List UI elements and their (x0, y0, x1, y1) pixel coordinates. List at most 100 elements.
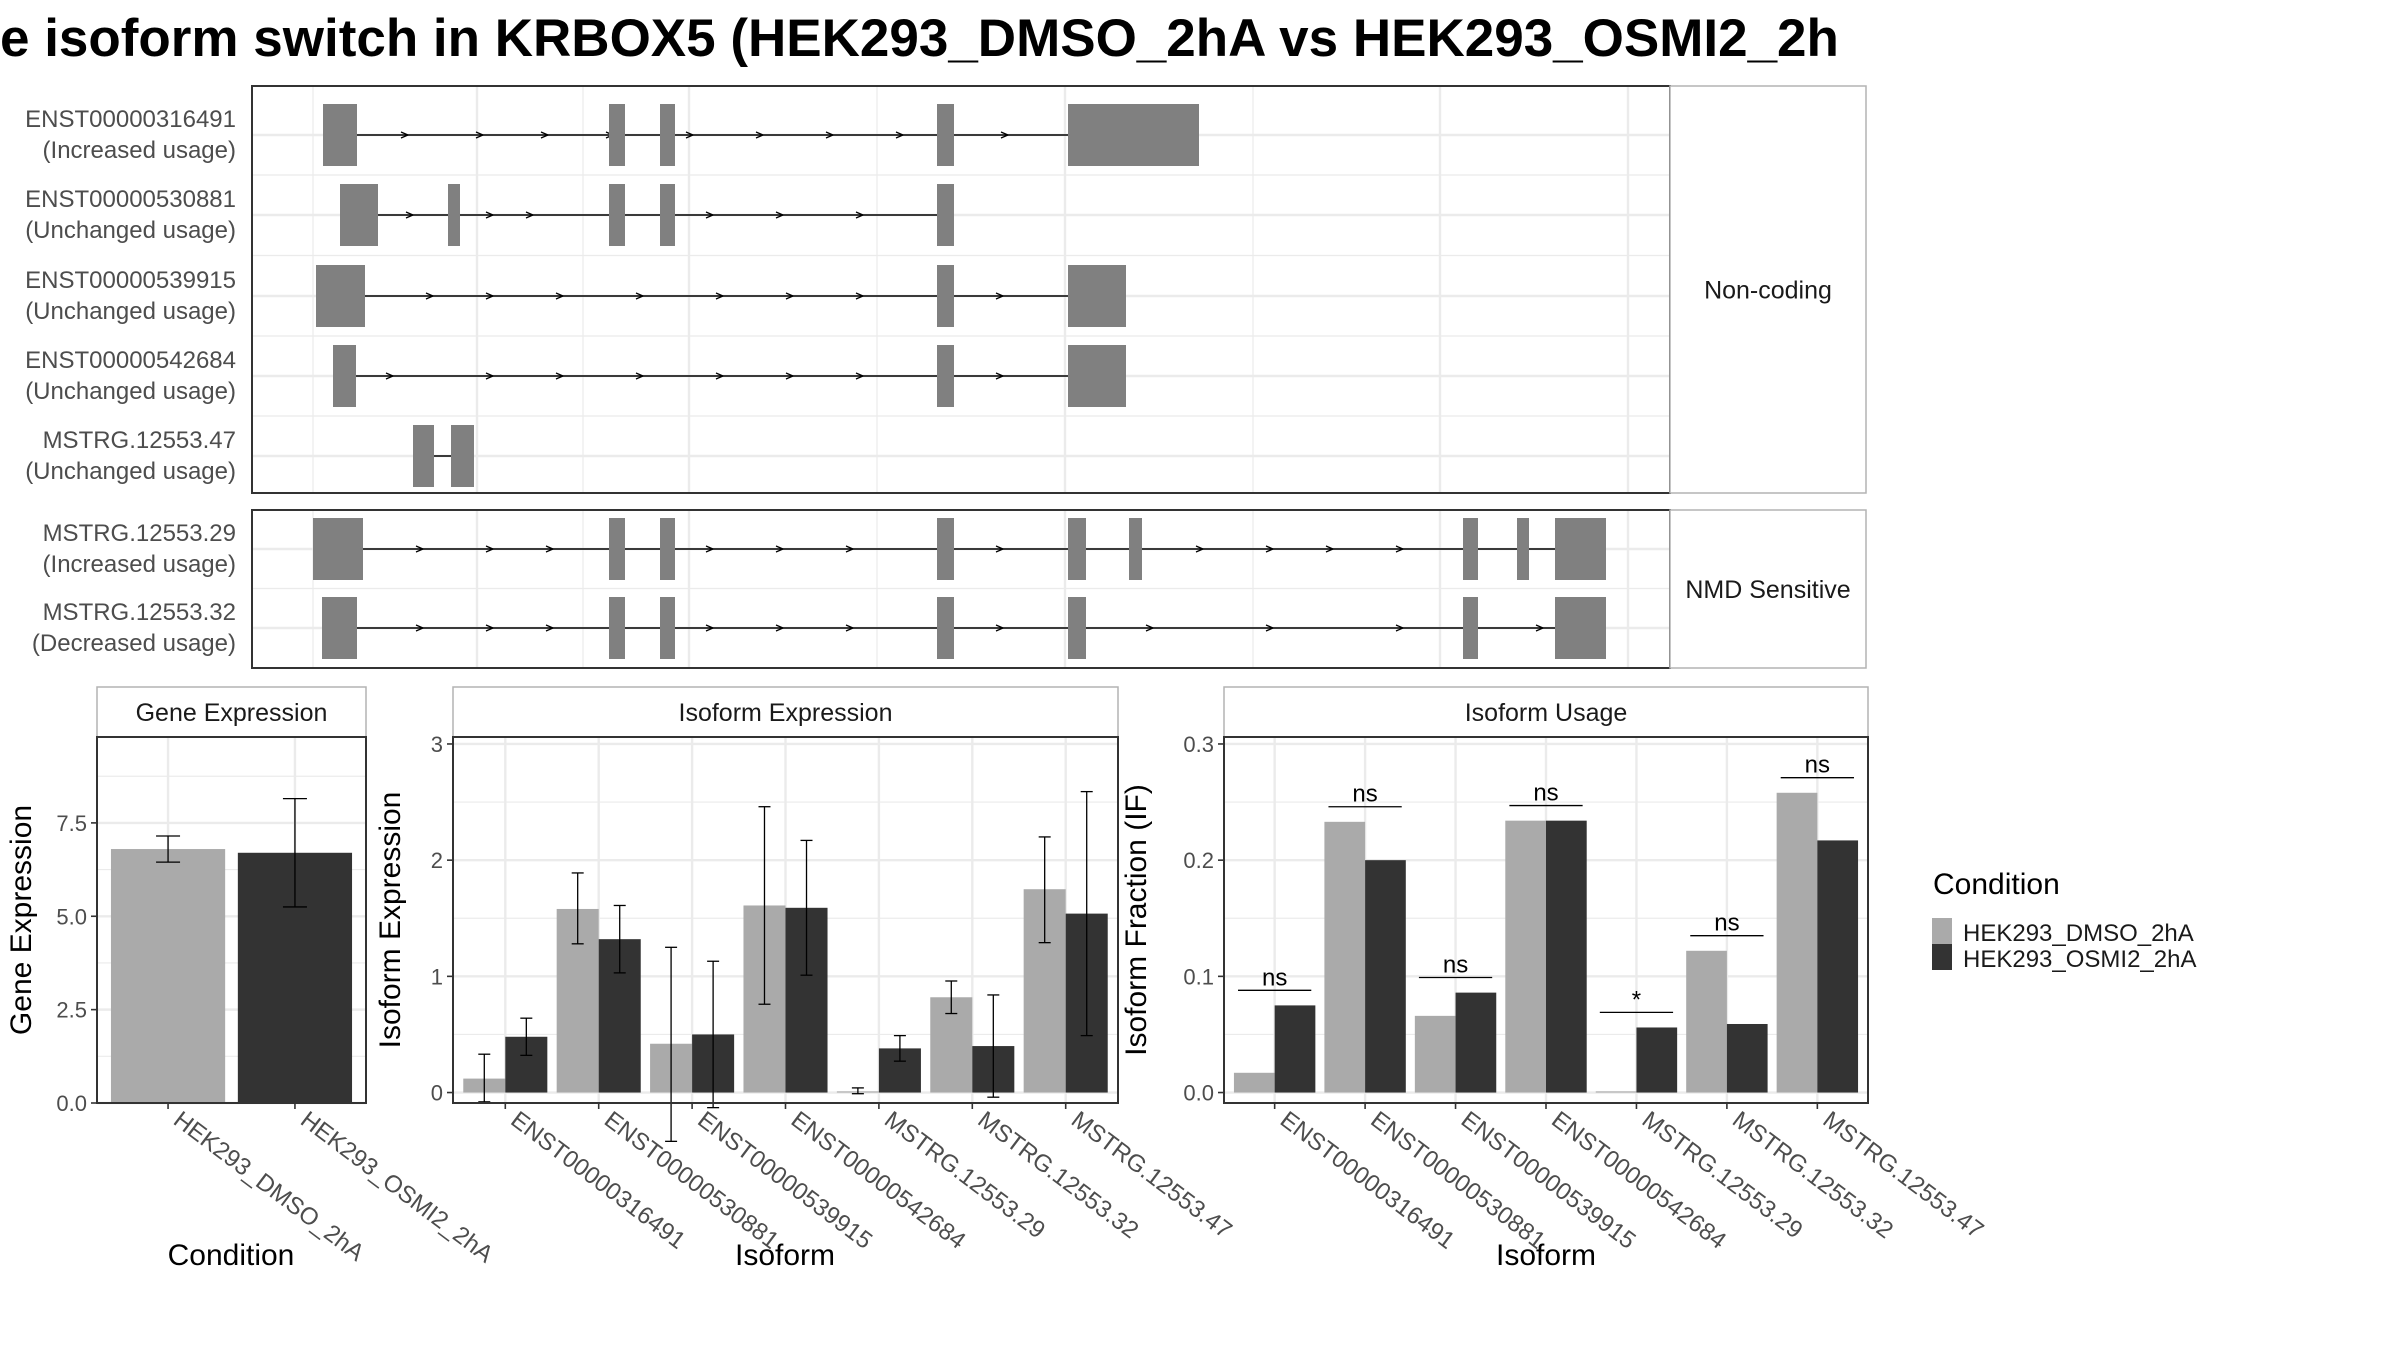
exon (1068, 518, 1086, 580)
isoform-label: ENST00000316491 (25, 106, 236, 133)
exon (1555, 597, 1606, 659)
exon (451, 425, 474, 487)
direction-arrow (845, 545, 855, 553)
y-tick-label: 2 (431, 848, 443, 873)
y-tick-label: 0.1 (1183, 964, 1214, 989)
exon (609, 597, 625, 659)
usage-label: (Unchanged usage) (25, 378, 236, 405)
direction-arrow (405, 211, 415, 219)
exon (660, 104, 675, 166)
exon (313, 518, 363, 580)
exon (937, 265, 954, 327)
legend: Condition HEK293_DMSO_2hA HEK293_OSMI2_2… (1932, 868, 2196, 973)
direction-arrow (1265, 624, 1275, 632)
direction-arrow (775, 624, 785, 632)
panel-strip (96, 686, 367, 738)
direction-arrow (425, 292, 435, 300)
panel-title: Isoform Expression (679, 699, 893, 727)
exon (609, 104, 625, 166)
exon (660, 518, 675, 580)
exon (1129, 518, 1142, 580)
exon (660, 184, 675, 246)
direction-arrow (995, 624, 1005, 632)
direction-arrow (485, 372, 495, 380)
direction-arrow (845, 624, 855, 632)
bar (1505, 820, 1546, 1093)
plot-border (96, 736, 367, 1104)
exon (1068, 345, 1126, 407)
panel-title: Gene Expression (136, 699, 328, 727)
direction-arrow (785, 372, 795, 380)
y-tick-label: 0.0 (56, 1091, 87, 1116)
direction-arrow (485, 211, 495, 219)
direction-arrow (775, 545, 785, 553)
direction-arrow (635, 372, 645, 380)
direction-arrow (855, 372, 865, 380)
isoform-track (316, 265, 1126, 327)
direction-arrow (715, 372, 725, 380)
isoform-label: ENST00000539915 (25, 267, 236, 294)
figure-title: e isoform switch in KRBOX5 (HEK293_DMSO_… (0, 9, 1839, 68)
direction-arrow (1395, 545, 1405, 553)
exon (333, 345, 356, 407)
structure-panel-background (252, 86, 1670, 493)
legend-swatch-osmi (1932, 944, 1952, 970)
bar (1776, 792, 1818, 1093)
direction-arrow (1000, 131, 1010, 139)
direction-arrow (995, 545, 1005, 553)
exon (1463, 518, 1478, 580)
exon (1068, 597, 1086, 659)
exon (660, 597, 675, 659)
usage-label: (Decreased usage) (32, 630, 236, 657)
exon (609, 184, 625, 246)
direction-arrow (1195, 545, 1205, 553)
direction-arrow (415, 545, 425, 553)
significance-label: ns (1352, 781, 1377, 808)
bar (1595, 1091, 1637, 1093)
exon (323, 104, 357, 166)
usage-label: (Unchanged usage) (25, 298, 236, 325)
isoform-track (313, 518, 1606, 580)
y-axis-title: Isoform Expression (374, 792, 407, 1049)
bar (1274, 1005, 1316, 1093)
direction-arrow (555, 372, 565, 380)
direction-arrow (775, 211, 785, 219)
direction-arrow (385, 372, 395, 380)
isoform-track (323, 104, 1199, 166)
exon (322, 597, 357, 659)
direction-arrow (715, 292, 725, 300)
isoform-track (333, 345, 1126, 407)
y-tick-label: 0 (431, 1081, 443, 1106)
exon (1517, 518, 1529, 580)
bar (1365, 860, 1406, 1093)
exon (340, 184, 378, 246)
exon (1555, 518, 1606, 580)
direction-arrow (995, 372, 1005, 380)
direction-arrow (400, 131, 410, 139)
isoform-label: MSTRG.12553.47 (43, 427, 236, 454)
legend-swatch-dmso (1932, 918, 1952, 944)
x-axis-title: Isoform (1496, 1239, 1596, 1272)
usage-label: (Increased usage) (43, 137, 236, 164)
exon (1068, 104, 1199, 166)
direction-arrow (485, 545, 495, 553)
isoform-label: MSTRG.12553.29 (43, 520, 236, 547)
y-tick-label: 3 (431, 732, 443, 757)
direction-arrow (685, 131, 695, 139)
direction-arrow (855, 211, 865, 219)
panel-strip (452, 686, 1119, 738)
bar (1455, 992, 1497, 1093)
direction-arrow (705, 545, 715, 553)
isoform-label: MSTRG.12553.32 (43, 599, 236, 626)
exon (937, 104, 954, 166)
usage-label: (Unchanged usage) (25, 458, 236, 485)
usage-label: (Increased usage) (43, 551, 236, 578)
direction-arrow (525, 211, 535, 219)
direction-arrow (995, 292, 1005, 300)
gene-structure-plot: Non-coding ENST00000316491 (Increased usag… (25, 85, 1867, 669)
bar (1414, 1015, 1456, 1093)
direction-arrow (475, 131, 485, 139)
legend-label-osmi: HEK293_OSMI2_2hA (1963, 946, 2196, 973)
bar (1233, 1072, 1275, 1093)
facet-strip (1669, 509, 1867, 669)
